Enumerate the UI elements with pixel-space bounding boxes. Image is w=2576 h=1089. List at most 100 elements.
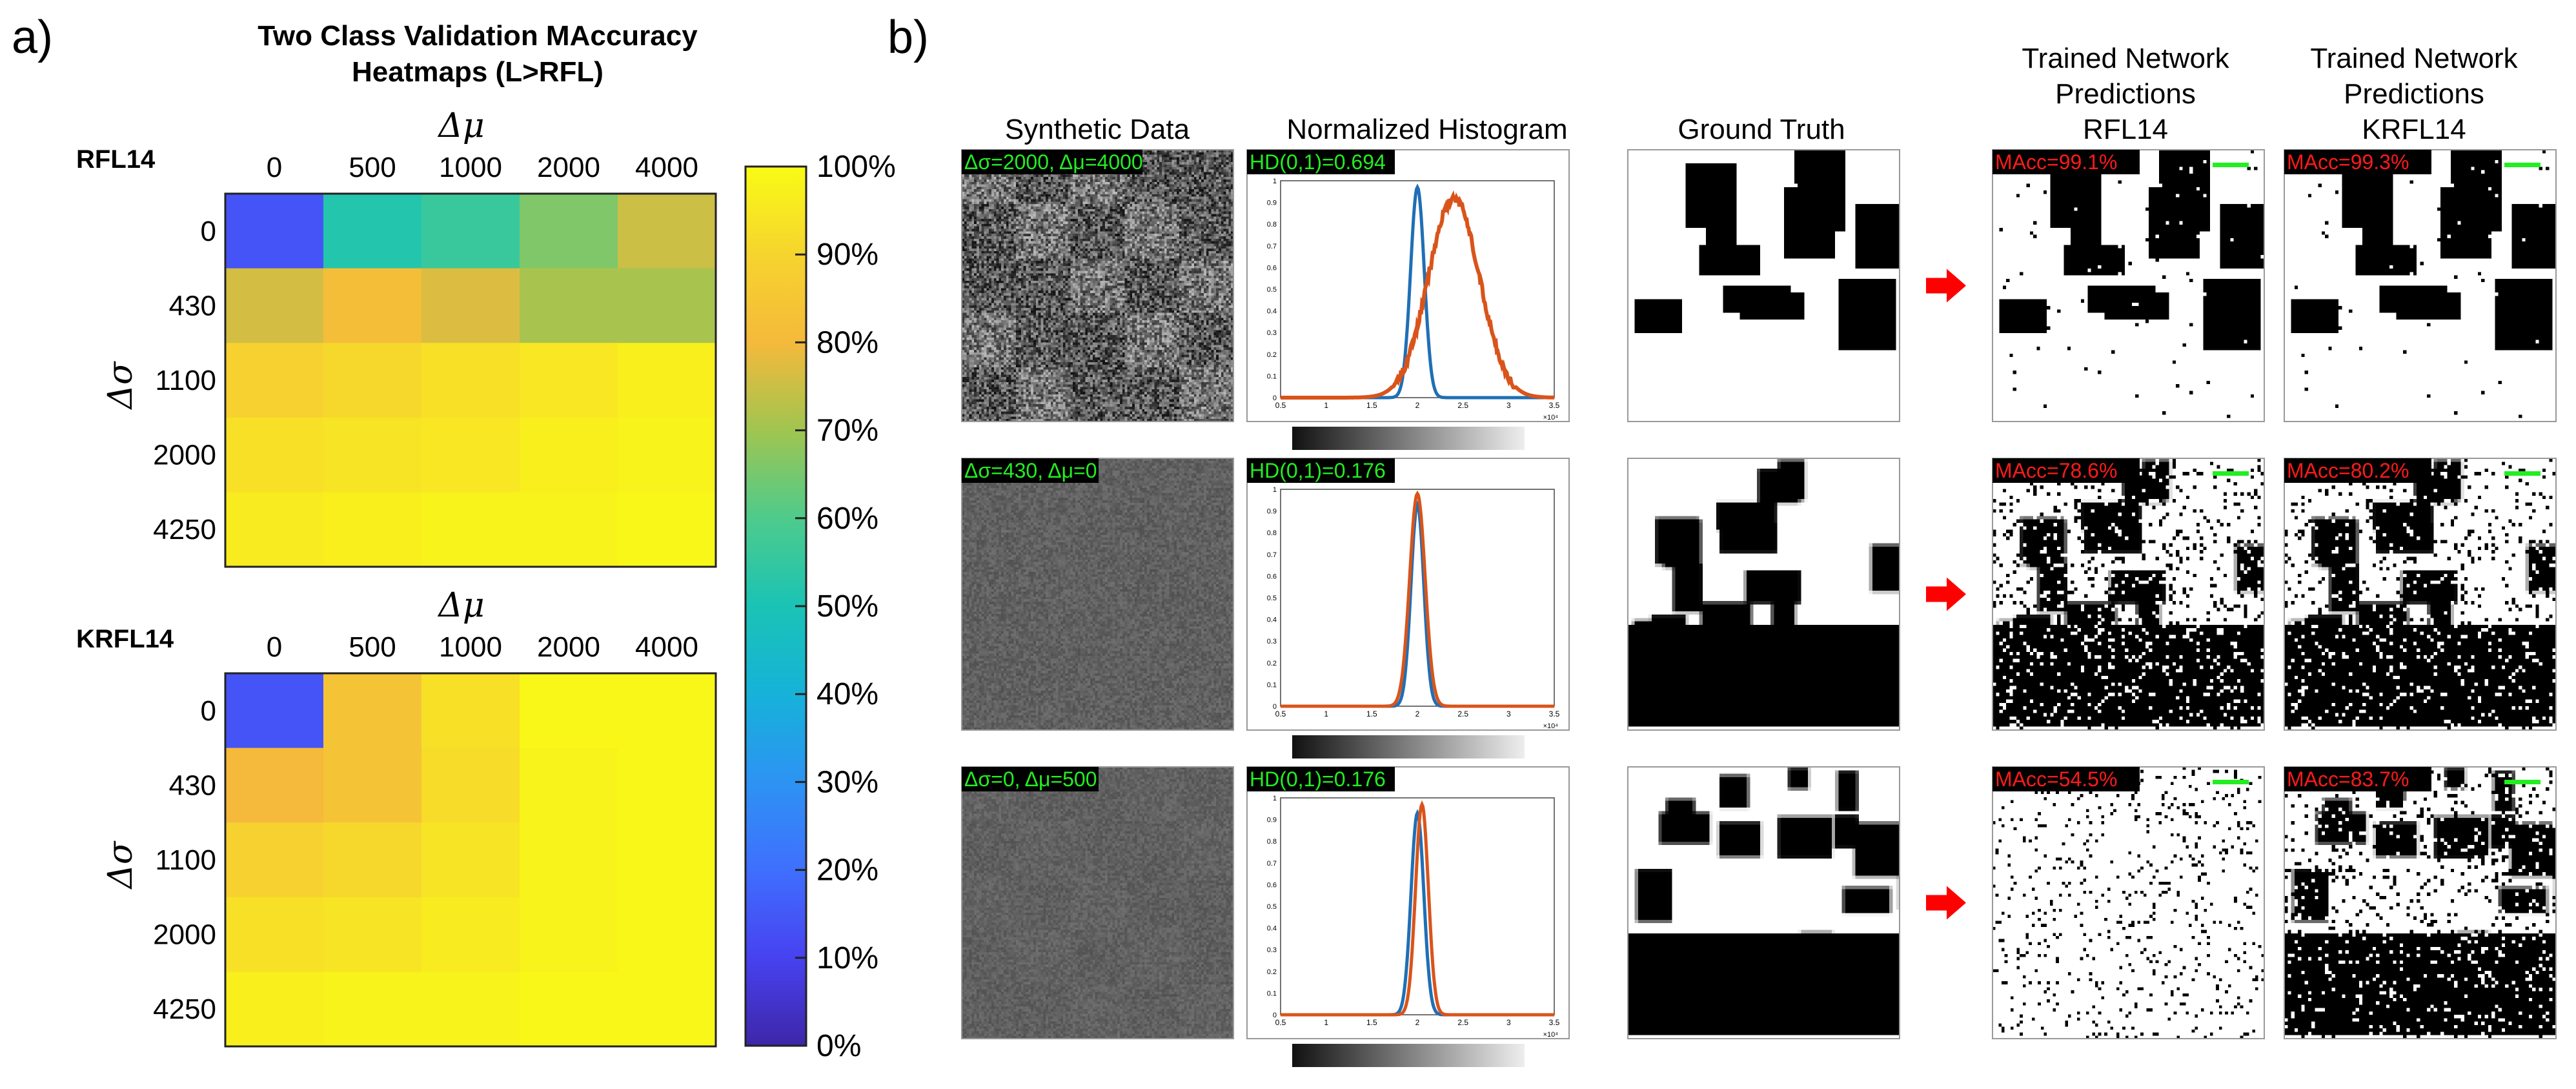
col-title-rfl14-line1: Trained Network xyxy=(2022,43,2229,74)
heatmap-cell xyxy=(421,972,520,1047)
histogram-ytick: 0.1 xyxy=(1267,372,1277,380)
rfl14-prediction-image xyxy=(1993,150,2264,422)
overlay-background xyxy=(962,150,1142,174)
heatmap-cell xyxy=(323,673,422,749)
histogram-ytick: 0.1 xyxy=(1267,681,1277,689)
panel-b-label: b) xyxy=(887,12,929,63)
result-rows: Δσ=2000, Δμ=4000 0 0.1 0.2 0.3 0.4 0.5 0.6 0.7 0.… xyxy=(961,149,2557,1067)
histogram-xtick: 0.5 xyxy=(1275,1018,1286,1027)
heatmap-ylabel: Δσ xyxy=(101,840,140,890)
overlay-background xyxy=(2284,150,2431,174)
heatmap-xtick: 2000 xyxy=(537,631,600,663)
histogram-ytick: 1 xyxy=(1273,178,1277,185)
heatmap-cell xyxy=(618,194,716,269)
heatmap-xlabel: Δμ xyxy=(437,586,484,625)
ground-truth-image-frame xyxy=(1627,766,1900,1039)
scale-bar xyxy=(2213,780,2249,784)
heatmap-cell xyxy=(421,748,520,823)
heatmap-xtick: 0 xyxy=(267,152,282,183)
heatmap-xtick: 1000 xyxy=(439,152,502,183)
synthetic-image xyxy=(962,767,1233,1039)
colorbar-tick-label: 40% xyxy=(816,677,878,711)
synthetic-params-label: Δσ=430, Δμ=0 xyxy=(964,459,1097,482)
heatmap-cell xyxy=(323,492,422,567)
histogram-xtick: 3.5 xyxy=(1549,401,1560,410)
col-title-histogram: Normalized Histogram xyxy=(1286,114,1567,145)
histogram-axes xyxy=(1280,797,1555,1015)
synthetic-image xyxy=(962,458,1233,730)
synthetic-params-label: Δσ=0, Δμ=500 xyxy=(964,768,1097,791)
histogram-ytick: 0.9 xyxy=(1267,508,1277,516)
rfl14-maccuracy-label: MAcc=78.6% xyxy=(1995,459,2117,482)
col-title-rfl14-line2: Predictions xyxy=(2055,78,2196,110)
heatmap-cell xyxy=(421,673,520,749)
krfl14-maccuracy-label: MAcc=83.7% xyxy=(2287,768,2409,791)
heatmap-cell xyxy=(421,492,520,567)
histogram-xtick: 2.5 xyxy=(1457,709,1468,718)
hellinger-distance-label: HD(0,1)=0.176 xyxy=(1250,768,1386,791)
heatmap-panel: a) Two Class Validation MAccuracy Heatma… xyxy=(12,12,896,1063)
histogram-ytick: 0.5 xyxy=(1267,903,1277,911)
heatmap-xtick: 4000 xyxy=(635,631,698,663)
scale-bar xyxy=(2504,163,2541,167)
heatmap-ytick: 4250 xyxy=(153,514,216,545)
heatmap-xtick: 500 xyxy=(349,631,396,663)
heatmap-ytick: 430 xyxy=(169,769,216,801)
histogram-xtick: 1.5 xyxy=(1366,1018,1377,1027)
col-title-krfl14-line1: Trained Network xyxy=(2310,43,2518,74)
histogram-ytick: 0.9 xyxy=(1267,817,1277,824)
heatmap-title-line2: Heatmaps (L>RFL) xyxy=(352,56,603,88)
rfl14-prediction-image xyxy=(1993,767,2264,1039)
histogram-ytick: 0.8 xyxy=(1267,221,1277,229)
heatmap-cell xyxy=(421,343,520,418)
histogram-ytick: 0.5 xyxy=(1267,286,1277,294)
heatmap-ytick: 4250 xyxy=(153,993,216,1025)
result-row-1: Δσ=2000, Δμ=4000 0 0.1 0.2 0.3 0.4 0.5 0.6 0.7 0.… xyxy=(961,149,2557,450)
rfl14-maccuracy-label: MAcc=99.1% xyxy=(1995,150,2117,174)
histogram-ytick: 0 xyxy=(1273,1012,1277,1019)
arrow-icon xyxy=(1926,269,1966,303)
overlay-background xyxy=(962,458,1099,483)
colorbar-tick-label: 90% xyxy=(816,238,878,272)
heatmap-frame xyxy=(224,192,717,568)
col-title-ground-truth: Ground Truth xyxy=(1678,114,1845,145)
heatmap-cell xyxy=(225,343,324,418)
colorbar: 0% 10% 20% 30% 40% 50% 60% 70% 80% 90% 100% xyxy=(744,150,896,1063)
histogram-ytick: 0.3 xyxy=(1267,329,1277,337)
heatmap-rfl14: RFL14 Δμ 0 500 1000 2000 4000 0 430 1100 2000 4250 Δ… xyxy=(76,107,717,568)
histogram-ytick: 0.7 xyxy=(1267,860,1277,868)
heatmap-ytick: 0 xyxy=(201,216,216,247)
histogram-xtick: 2 xyxy=(1415,709,1420,718)
histogram-ytick: 0.4 xyxy=(1267,925,1277,933)
heatmap-cell xyxy=(225,268,324,343)
histogram-ytick: 0.2 xyxy=(1267,660,1277,667)
histogram-ytick: 0.3 xyxy=(1267,946,1277,954)
overlay-background xyxy=(1247,150,1395,174)
krfl14-maccuracy-label: MAcc=80.2% xyxy=(2287,459,2409,482)
heatmap-ytick: 430 xyxy=(169,290,216,321)
col-title-krfl14-line3: KRFL14 xyxy=(2362,114,2466,145)
ground-truth-image xyxy=(1628,458,1900,730)
heatmap-cell xyxy=(618,673,716,749)
panel-a-label: a) xyxy=(12,12,53,63)
heatmap-cell xyxy=(618,492,716,567)
heatmap-cell xyxy=(323,194,422,269)
heatmap-cell xyxy=(618,268,716,343)
arrow-icon xyxy=(1926,886,1966,920)
histogram-ytick: 0 xyxy=(1273,703,1277,711)
heatmap-cell xyxy=(225,194,324,269)
scale-bar xyxy=(2213,163,2249,167)
heatmaps: RFL14 Δμ 0 500 1000 2000 4000 0 430 1100 2000 4250 Δ… xyxy=(76,107,717,1048)
heatmap-cell xyxy=(520,343,618,418)
histogram-xtick: 1 xyxy=(1324,1018,1328,1027)
histogram-xtick: 3 xyxy=(1506,1018,1511,1027)
heatmap-cell xyxy=(225,748,324,823)
heatmap-cell xyxy=(618,748,716,823)
histogram-curve-class1 xyxy=(1281,190,1555,400)
colorbar-tick-label: 80% xyxy=(816,325,878,360)
heatmap-cell xyxy=(520,194,618,269)
arrow-icon xyxy=(1926,577,1966,611)
histogram-ytick: 1 xyxy=(1273,486,1277,494)
histogram-ytick: 0.4 xyxy=(1267,616,1277,624)
histogram-ytick: 0.1 xyxy=(1267,990,1277,997)
